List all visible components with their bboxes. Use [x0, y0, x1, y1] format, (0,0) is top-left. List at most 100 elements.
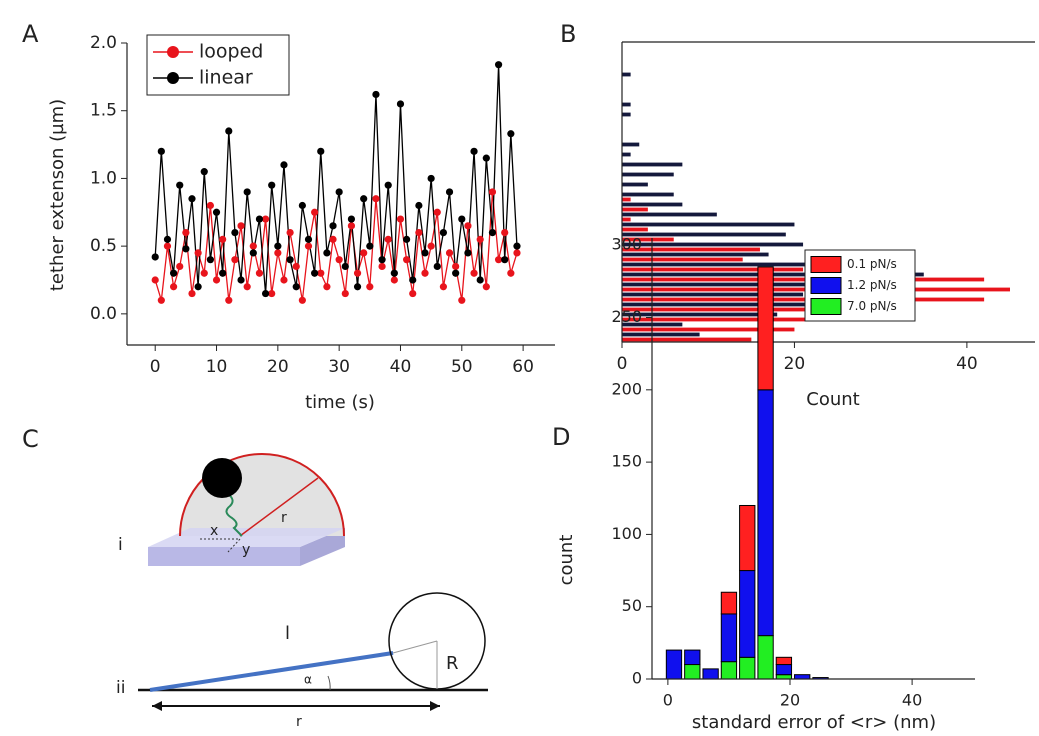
- data-point: [390, 269, 398, 277]
- y-axis-label: tether extenson (µm): [47, 99, 68, 291]
- diagram-label: r: [281, 510, 287, 526]
- data-point: [433, 262, 441, 271]
- data-point: [372, 195, 380, 203]
- y-axis-label: count: [556, 535, 577, 586]
- data-point: [396, 100, 405, 108]
- data-point: [464, 222, 472, 230]
- data-point: [304, 242, 313, 250]
- diagram: i x y r ii l R α r: [116, 453, 488, 730]
- bar: [622, 267, 804, 272]
- data-point: [329, 222, 337, 230]
- data-point: [384, 235, 392, 243]
- y-tick-label: 100: [611, 524, 642, 543]
- bar-segment: [794, 674, 811, 680]
- x-tick-label: 0: [663, 691, 673, 710]
- diagram-label: α: [304, 673, 312, 687]
- bar-segment: [702, 668, 719, 680]
- y-tick-label: 1.5: [90, 101, 117, 121]
- bar: [622, 162, 683, 167]
- y-tick-label: 2.0: [90, 33, 117, 53]
- x-tick-label: 40: [390, 357, 412, 377]
- data-point: [274, 249, 282, 257]
- data-point: [378, 256, 386, 264]
- y-tick-label: 1.0: [90, 168, 117, 188]
- x-axis-label: time (s): [305, 392, 375, 413]
- x-tick-label: 20: [784, 354, 806, 374]
- data-point: [200, 168, 208, 176]
- data-point: [513, 249, 521, 257]
- bar: [622, 277, 985, 282]
- bar: [622, 232, 786, 237]
- data-point: [421, 249, 429, 257]
- x-axis-label: Count: [806, 389, 859, 410]
- data-point: [372, 90, 380, 99]
- data-point: [225, 127, 233, 135]
- bar: [622, 332, 700, 337]
- data-point: [163, 242, 172, 250]
- data-point: [206, 201, 214, 210]
- legend-label: 1.2 pN/s: [847, 278, 897, 292]
- bar-segment: [665, 649, 683, 680]
- data-point: [268, 289, 276, 298]
- data-point: [182, 228, 190, 237]
- data-point: [366, 283, 374, 291]
- bar: [622, 212, 717, 217]
- legend-box: [146, 34, 290, 96]
- bar-segment: [684, 649, 701, 666]
- bar: [622, 102, 631, 107]
- data-point: [268, 181, 276, 189]
- data-point: [280, 276, 288, 284]
- bar-segment: [739, 504, 756, 572]
- data-point: [458, 296, 466, 304]
- y-tick-label: 50: [622, 596, 642, 615]
- y-tick-label: 200: [611, 379, 642, 398]
- data-point: [188, 289, 196, 298]
- bar-segment: [757, 635, 774, 680]
- bead-radius: [392, 640, 438, 654]
- data-point: [415, 228, 423, 237]
- data-point: [311, 269, 319, 277]
- legend-label: linear: [199, 67, 253, 89]
- data-point: [445, 249, 454, 257]
- radius-line: [239, 477, 319, 537]
- data-point: [286, 256, 294, 264]
- bar: [622, 182, 648, 187]
- data-point: [311, 208, 319, 216]
- data-point: [163, 235, 172, 243]
- data-point: [458, 215, 466, 223]
- data-point: [347, 222, 356, 230]
- bar: [622, 72, 631, 77]
- data-point: [243, 188, 251, 196]
- bar: [622, 297, 985, 302]
- data-point: [151, 253, 159, 261]
- data-point: [188, 195, 196, 203]
- data-point: [335, 256, 343, 264]
- bar: [622, 282, 847, 287]
- data-point: [194, 249, 202, 257]
- slab-side: [300, 528, 345, 566]
- bar-segment: [720, 661, 738, 680]
- bar: [622, 172, 674, 177]
- data-point: [378, 262, 386, 271]
- data-point: [507, 130, 515, 138]
- data-point: [403, 256, 411, 264]
- x-tick-label: 40: [902, 691, 922, 710]
- data-point: [261, 289, 270, 298]
- legend-marker: [167, 46, 179, 58]
- data-point: [255, 215, 264, 223]
- x-tick-label: 0: [617, 354, 628, 374]
- data-point: [427, 242, 435, 250]
- legend-swatch: [810, 256, 842, 273]
- data-point: [194, 283, 202, 291]
- data-point: [341, 289, 349, 298]
- data-point: [200, 269, 208, 277]
- data-point: [452, 262, 460, 271]
- data-point: [170, 283, 178, 291]
- panel-label: D: [552, 423, 570, 451]
- data-point: [452, 269, 460, 277]
- panel-label: B: [560, 20, 576, 48]
- y-tick-label: 0.5: [90, 236, 117, 256]
- bar-segment: [684, 664, 701, 680]
- data-point: [470, 147, 478, 155]
- angle-arc: [327, 675, 331, 691]
